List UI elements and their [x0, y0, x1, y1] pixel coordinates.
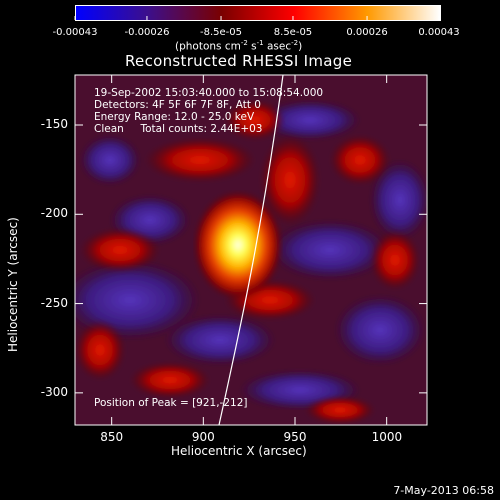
plot-frame [74, 74, 428, 426]
info-detectors: Detectors: 4F 5F 6F 7F 8F, Att 0 [94, 99, 261, 111]
x-tick-label: 1000 [371, 430, 403, 444]
peak-position-label: Position of Peak = [921,-212] [94, 397, 248, 409]
colorbar-tick-label: 8.5e-05 [273, 27, 313, 38]
info-clean-counts: Clean Total counts: 2.44E+03 [94, 123, 263, 135]
x-tick-label: 850 [100, 430, 124, 444]
heatmap-image [75, 75, 427, 425]
solar-limb [218, 74, 284, 426]
colorbar-tick-label: 0.00026 [346, 27, 388, 38]
y-axis-label: Heliocentric Y (arcsec) [6, 217, 20, 352]
colorbar [75, 5, 441, 21]
y-tick-label: -300 [40, 384, 68, 399]
colorbar-ticks [74, 16, 440, 20]
colorbar-tick-label: -0.00026 [124, 27, 170, 38]
x-axis-ticks [111, 75, 388, 425]
red-regions [75, 100, 420, 424]
colorbar-units: (photons cm-2 s-1 asec-2) [175, 39, 303, 53]
info-time-range: 19-Sep-2002 15:03:40.000 to 15:08:54.000 [94, 87, 324, 99]
colorbar-tick-label: -0.00043 [52, 27, 98, 38]
info-energy-range: Energy Range: 12.0 - 25.0 keV [94, 111, 255, 123]
flare-peak [193, 190, 283, 300]
x-tick-label: 900 [191, 430, 215, 444]
y-tick-label: -200 [40, 206, 68, 221]
y-tick-label: -150 [40, 117, 68, 131]
x-axis-label: Heliocentric X (arcsec) [171, 444, 307, 458]
generation-date: 7-May-2013 06:58 [393, 484, 494, 497]
x-tick-label: 950 [283, 430, 307, 444]
chart-title: Reconstructed RHESSI Image [125, 52, 353, 70]
colorbar-tick-label: -8.5e-05 [200, 27, 243, 38]
colorbar-tick-label: 0.00043 [418, 27, 460, 38]
y-tick-label: -250 [40, 295, 68, 310]
y-axis-ticks [75, 124, 427, 394]
